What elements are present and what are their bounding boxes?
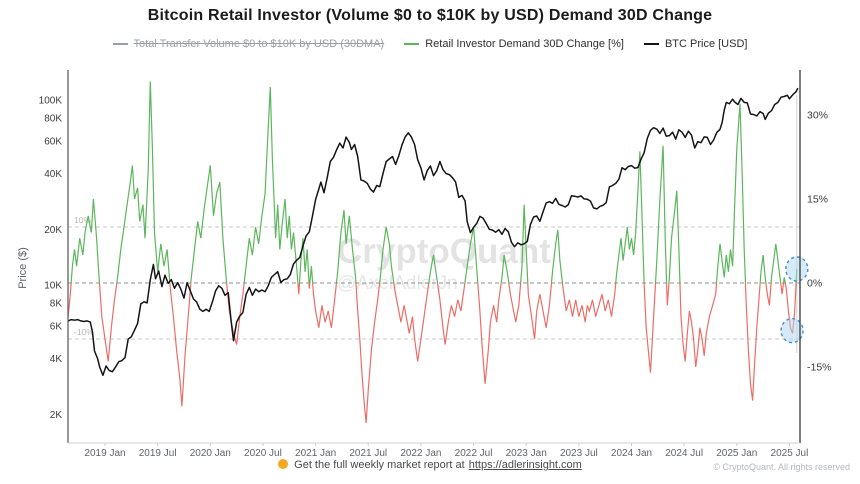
page-title: Bitcoin Retail Investor (Volume $0 to $1…: [147, 7, 713, 24]
percent-axis-tick: 30%: [807, 110, 828, 122]
percent-axis-tick: -15%: [807, 362, 832, 374]
date-axis-tick: 2019 Jul: [139, 448, 177, 459]
percent-axis-tick: 0%: [807, 278, 822, 290]
highlight-circle: [780, 317, 804, 344]
legend-dash-icon: [404, 43, 420, 45]
date-axis-tick: 2024 Jul: [665, 448, 703, 459]
date-axis-tick: 2022 Jan: [400, 448, 441, 459]
highlight-circle: [785, 256, 809, 282]
legend-item-btc-price[interactable]: BTC Price [USD]: [643, 38, 748, 50]
legend-item-total-transfer-volume[interactable]: Total Transfer Volume $0 to $10K by USD …: [112, 38, 385, 50]
watermark-brand: CryptoQuant: [337, 232, 551, 271]
y-axis-title: Price ($): [17, 247, 29, 289]
price-axis-tick: 40K: [44, 169, 62, 180]
price-axis-tick: 6K: [50, 322, 63, 333]
date-axis-tick: 2021 Jan: [295, 448, 336, 459]
chart-legend: Total Transfer Volume $0 to $10K by USD …: [0, 38, 860, 50]
report-text: Get the full weekly market report at: [294, 459, 465, 471]
price-axis-tick: 20K: [44, 225, 62, 236]
price-axis-tick: 8K: [50, 298, 63, 309]
date-axis-tick: 2025 Jul: [771, 448, 809, 459]
demand-line-negative: [68, 283, 797, 424]
legend-item-label: Retail Investor Demand 30D Change [%]: [425, 38, 624, 50]
date-axis-tick: 2024 Jan: [611, 448, 652, 459]
price-axis-tick: 10K: [44, 281, 62, 292]
reference-line-label: -10%: [74, 327, 94, 337]
copyright-notice: © CryptoQuant. All rights reserved: [713, 462, 850, 472]
date-axis-tick: 2021 Jul: [349, 448, 387, 459]
date-axis-tick: 2020 Jan: [190, 448, 231, 459]
legend-item-retail-demand[interactable]: Retail Investor Demand 30D Change [%]: [404, 38, 624, 50]
date-axis-tick: 2023 Jan: [506, 448, 547, 459]
price-axis-tick: 2K: [50, 410, 63, 421]
date-axis-tick: 2019 Jan: [84, 448, 125, 459]
price-axis-tick: 60K: [44, 137, 62, 148]
date-axis-tick: 2020 Jul: [244, 448, 282, 459]
legend-dash-icon: [643, 43, 659, 45]
price-axis-tick: 100K: [39, 96, 63, 107]
reference-line-label: 10%: [74, 215, 91, 225]
legend-dash-icon: [112, 43, 128, 45]
orange-dot-icon: [278, 459, 289, 469]
legend-item-label: BTC Price [USD]: [664, 38, 748, 50]
report-link[interactable]: https://adlerinsight.com: [468, 459, 582, 471]
report-banner: Get the full weekly market report at http…: [0, 459, 860, 471]
date-axis-tick: 2022 Jul: [455, 448, 493, 459]
demand-line-positive: [70, 81, 798, 283]
legend-item-label: Total Transfer Volume $0 to $10K by USD …: [133, 38, 385, 50]
date-axis-tick: 2023 Jul: [560, 448, 598, 459]
price-axis-tick: 80K: [44, 113, 62, 124]
btc-price-line: [67, 87, 799, 377]
percent-axis-tick: 15%: [807, 194, 828, 206]
price-axis-tick: 4K: [50, 354, 63, 365]
date-axis-tick: 2025 Jan: [716, 448, 757, 459]
